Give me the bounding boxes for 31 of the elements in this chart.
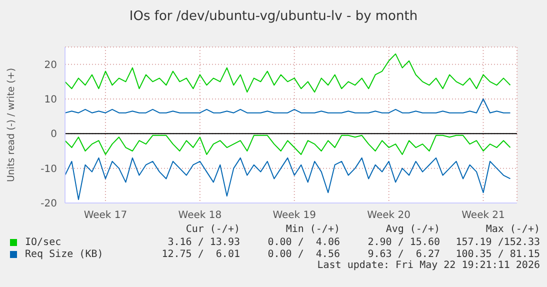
y-tick-label: 0 xyxy=(50,129,57,140)
text: 3.16 / 13.93 xyxy=(166,236,240,248)
text: 0.00 / 4.06 xyxy=(266,236,340,248)
text: Last update: Fri May 22 19:21:11 2026 xyxy=(316,260,540,272)
text: Cur (-/+) xyxy=(184,224,240,236)
text: 100.35 / 81.15 xyxy=(454,248,540,260)
legend-label: Req Size (KB) xyxy=(24,248,104,260)
text: 0.00 / 4.56 xyxy=(266,248,340,260)
x-tick-label: Week 19 xyxy=(272,210,316,222)
y-tick-label: -10 xyxy=(40,164,57,175)
line-series xyxy=(65,98,511,114)
line-series xyxy=(65,53,511,93)
chart-title: IOs for /dev/ubuntu-vg/ubuntu-lv - by month xyxy=(128,9,419,24)
text: Avg (-/+) xyxy=(384,224,440,236)
x-tick-label: Week 20 xyxy=(367,210,410,222)
y-tick-label: 10 xyxy=(44,94,57,106)
x-tick-label: Week 21 xyxy=(462,210,505,222)
text: 157.19 /152.33 xyxy=(454,236,540,248)
x-tick-label: Week 17 xyxy=(84,210,128,222)
x-tick-label: Week 18 xyxy=(178,210,222,222)
legend-label: IO/sec xyxy=(24,236,62,248)
y-tick-label: 20 xyxy=(44,60,57,71)
line-series xyxy=(65,134,511,155)
y-tick-label: -20 xyxy=(40,198,57,210)
text: 2.90 / 15.60 xyxy=(366,236,440,248)
y-axis-title: Units read (-) / write (+) xyxy=(6,66,18,184)
text: Max (-/+) xyxy=(484,224,540,236)
text: Min (-/+) xyxy=(284,224,340,236)
text: 12.75 / 6.01 xyxy=(160,248,240,260)
line-series xyxy=(65,157,511,200)
text: 9.63 / 6.27 xyxy=(366,248,440,260)
